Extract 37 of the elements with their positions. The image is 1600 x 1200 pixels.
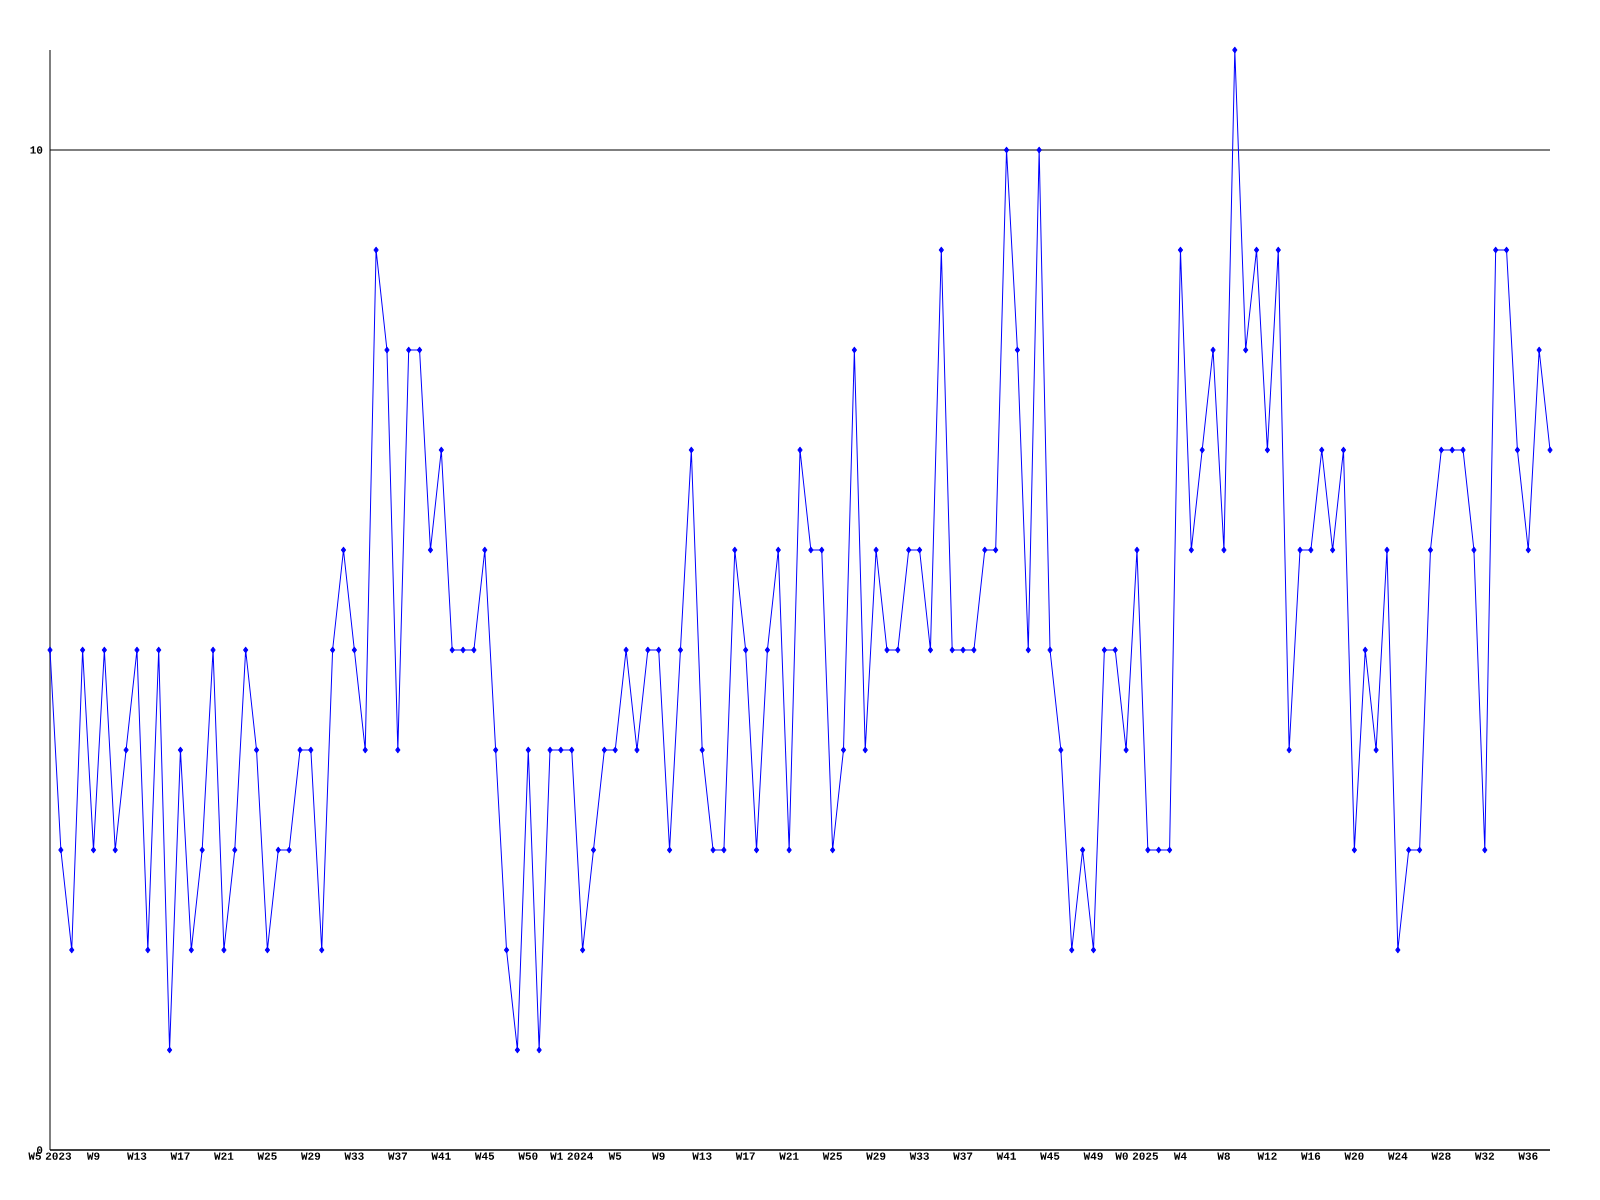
x-tick-label: W13 [692,1152,712,1160]
x-tick-label: W16 [1300,1152,1321,1160]
x-tick-label: W28 [1431,1152,1451,1160]
x-tick-label: W1 2024 [550,1152,594,1160]
x-tick-label: W29 [300,1152,321,1160]
x-tick-label: W5 [608,1152,622,1160]
x-tick-label: W37 [387,1152,407,1160]
x-tick-label: W9 [86,1152,100,1160]
y-tick-label: 10 [30,146,43,154]
x-tick-label: W0 2025 [1115,1152,1159,1160]
x-tick-label: W49 [1083,1152,1103,1160]
x-tick-label: W5 2023 [28,1152,72,1160]
x-tick-label: W29 [866,1152,886,1160]
x-tick-label: W13 [127,1152,147,1160]
x-tick-label: W33 [909,1152,929,1160]
x-tick-label: W17 [735,1152,755,1160]
x-tick-label: W45 [1040,1152,1060,1160]
x-tick-label: W41 [431,1152,451,1160]
x-tick-label: W45 [474,1152,495,1160]
x-tick-label: W9 [652,1152,665,1160]
x-tick-label: W25 [257,1152,277,1160]
x-tick-label: W50 [518,1152,538,1160]
x-tick-label: W41 [996,1152,1016,1160]
y-tick-label: 0 [36,1146,43,1154]
x-tick-label: W37 [953,1152,973,1160]
x-tick-label: W25 [822,1152,842,1160]
x-tick-label: W20 [1344,1152,1364,1160]
x-tick-label: W24 [1387,1152,1408,1160]
x-tick-label: W21 [214,1152,234,1160]
x-tick-label: W8 [1217,1152,1230,1160]
x-tick-label: W4 [1173,1152,1187,1160]
x-tick-label: W21 [779,1152,799,1160]
x-tick-label: W17 [170,1152,190,1160]
x-tick-label: W12 [1257,1152,1277,1160]
x-tick-label: W36 [1518,1152,1538,1160]
x-tick-label: W33 [344,1152,364,1160]
x-tick-label: W32 [1474,1152,1495,1160]
